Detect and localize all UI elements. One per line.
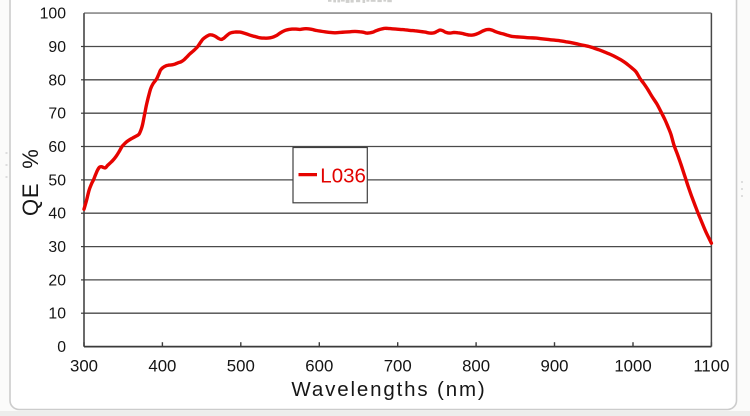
svg-text:70: 70 [48, 106, 66, 123]
svg-text:L036: L036 [320, 165, 366, 188]
svg-text:50: 50 [48, 172, 66, 189]
svg-text:700: 700 [384, 357, 412, 376]
svg-text:400: 400 [148, 357, 176, 376]
svg-text:100: 100 [40, 6, 67, 23]
svg-text:10: 10 [48, 306, 66, 323]
svg-text:0: 0 [57, 339, 66, 356]
svg-text:900: 900 [541, 357, 569, 376]
svg-text:500: 500 [227, 357, 255, 376]
svg-text:QE %: QE % [18, 148, 43, 216]
svg-text:800: 800 [462, 357, 490, 376]
svg-text:80: 80 [48, 72, 66, 89]
svg-text:600: 600 [305, 357, 333, 376]
svg-text:1100: 1100 [693, 357, 729, 376]
svg-text:1000: 1000 [614, 357, 651, 376]
svg-text:300: 300 [70, 357, 98, 376]
svg-text:Wavelengths (nm): Wavelengths (nm) [291, 378, 486, 401]
svg-text:90: 90 [48, 39, 66, 56]
svg-text:20: 20 [48, 272, 66, 289]
svg-text:60: 60 [48, 139, 66, 156]
svg-text:30: 30 [48, 239, 66, 256]
svg-text:40: 40 [48, 206, 66, 223]
